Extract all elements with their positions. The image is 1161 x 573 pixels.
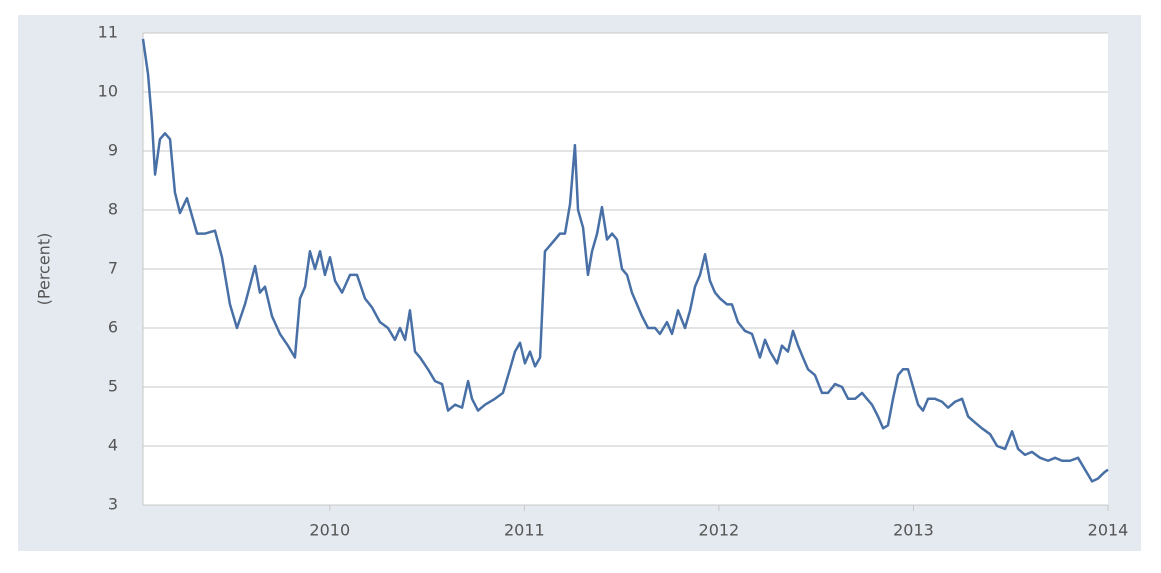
- x-tick-label: 2011: [504, 521, 545, 540]
- y-tick-label: 7: [108, 259, 118, 278]
- y-tick-label: 4: [108, 436, 118, 455]
- y-tick-label: 8: [108, 200, 118, 219]
- y-tick-label: 3: [108, 495, 118, 514]
- y-tick-label: 10: [98, 82, 118, 101]
- y-tick-label: 9: [108, 141, 118, 160]
- y-tick-label: 6: [108, 318, 118, 337]
- x-tick-label: 2012: [699, 521, 740, 540]
- data-line: [141, 38, 1109, 483]
- y-axis-label: (Percent): [35, 233, 54, 306]
- y-tick-label: 5: [108, 377, 118, 396]
- x-tick-label: 2014: [1088, 521, 1129, 540]
- x-tick-label: 2013: [893, 521, 934, 540]
- x-tick-label: 2010: [309, 521, 350, 540]
- y-tick-label: 11: [98, 23, 118, 42]
